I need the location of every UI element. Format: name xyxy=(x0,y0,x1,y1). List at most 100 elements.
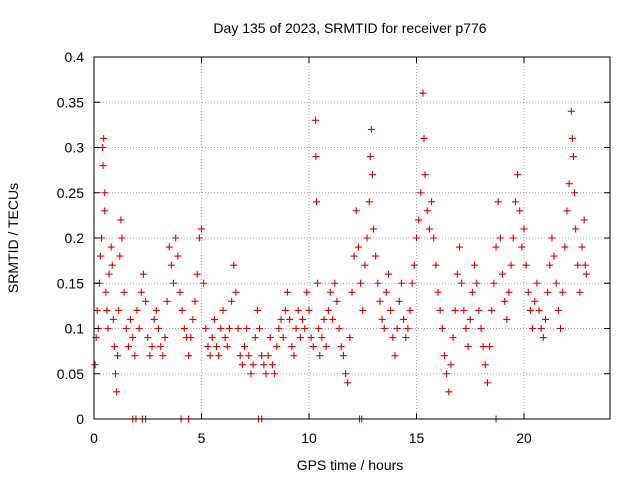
data-point xyxy=(185,352,193,360)
y-tick-label: 0.3 xyxy=(65,140,85,156)
data-point xyxy=(449,334,457,342)
data-point xyxy=(456,243,463,251)
data-point xyxy=(346,334,354,342)
data-point xyxy=(554,306,562,314)
data-point xyxy=(100,134,108,142)
data-point xyxy=(389,334,397,342)
data-point xyxy=(112,370,119,378)
data-point xyxy=(535,306,543,314)
data-point xyxy=(324,306,332,314)
data-point xyxy=(311,116,319,124)
chart-title: Day 135 of 2023, SRMTID for receiver p77… xyxy=(213,20,486,36)
data-point xyxy=(518,243,526,251)
y-axis-label: SRMTID / TECUs xyxy=(5,183,21,293)
data-point xyxy=(578,243,586,251)
data-point xyxy=(305,306,313,314)
data-point xyxy=(157,343,165,351)
data-point xyxy=(361,261,369,269)
data-point xyxy=(380,325,388,332)
data-point xyxy=(228,297,236,305)
data-point xyxy=(148,343,156,351)
data-point xyxy=(410,261,418,269)
data-point xyxy=(400,315,408,323)
data-point xyxy=(223,343,231,351)
data-point xyxy=(187,334,195,342)
data-point xyxy=(142,297,150,305)
data-point xyxy=(281,306,289,314)
data-point xyxy=(460,306,468,314)
data-point xyxy=(499,270,506,278)
data-point xyxy=(511,198,519,206)
data-point xyxy=(309,343,317,351)
y-tick-label: 0.25 xyxy=(57,185,84,201)
data-point xyxy=(110,343,118,351)
data-point xyxy=(315,325,323,332)
data-point xyxy=(471,261,479,269)
data-point xyxy=(271,370,279,378)
data-point xyxy=(129,334,137,342)
data-point xyxy=(571,189,579,197)
data-point xyxy=(568,134,576,142)
data-point xyxy=(279,334,287,342)
data-point xyxy=(115,306,123,314)
data-point xyxy=(354,243,362,251)
data-point xyxy=(582,270,590,278)
y-tick-label: 0.1 xyxy=(65,321,85,337)
data-point xyxy=(552,279,560,287)
data-point xyxy=(256,325,264,332)
data-point xyxy=(468,288,476,296)
data-point xyxy=(572,225,580,233)
data-point xyxy=(415,216,423,224)
data-point xyxy=(133,306,141,314)
data-point xyxy=(357,279,365,287)
data-point xyxy=(262,370,270,378)
data-point xyxy=(180,325,188,332)
data-point xyxy=(365,198,373,206)
data-point xyxy=(438,325,446,332)
data-point xyxy=(423,207,431,215)
data-point xyxy=(490,279,498,287)
data-point xyxy=(204,343,212,351)
data-point xyxy=(526,306,534,314)
data-point xyxy=(550,252,558,260)
data-point xyxy=(260,361,268,369)
data-point xyxy=(544,288,552,296)
data-point xyxy=(331,279,339,287)
data-point xyxy=(170,279,178,287)
data-point xyxy=(191,297,199,305)
data-point xyxy=(213,343,221,351)
data-point xyxy=(537,325,545,332)
data-point xyxy=(333,297,341,305)
data-point xyxy=(565,180,573,188)
data-point xyxy=(113,388,121,396)
data-point xyxy=(264,352,272,360)
data-point xyxy=(581,261,589,269)
data-point xyxy=(93,306,101,314)
data-point xyxy=(372,252,380,260)
data-point xyxy=(413,234,420,242)
data-point xyxy=(559,288,567,296)
data-point xyxy=(393,325,401,332)
grid xyxy=(94,57,610,419)
data-point xyxy=(189,315,197,323)
data-point xyxy=(236,352,244,360)
data-point xyxy=(241,343,248,351)
data-point xyxy=(391,352,399,360)
data-point xyxy=(210,315,218,323)
data-point xyxy=(486,343,494,351)
data-point xyxy=(155,325,162,332)
data-point xyxy=(339,352,347,360)
data-point xyxy=(118,234,126,242)
data-point xyxy=(428,198,436,206)
data-point xyxy=(243,325,251,332)
data-point xyxy=(385,270,393,278)
data-point xyxy=(352,207,360,215)
data-point xyxy=(322,343,330,351)
data-point xyxy=(436,306,444,314)
x-tick-label: 5 xyxy=(198,430,206,446)
data-point xyxy=(445,388,453,396)
data-point xyxy=(561,243,569,251)
data-point xyxy=(473,279,481,287)
data-point xyxy=(105,270,113,278)
data-point xyxy=(249,361,257,369)
